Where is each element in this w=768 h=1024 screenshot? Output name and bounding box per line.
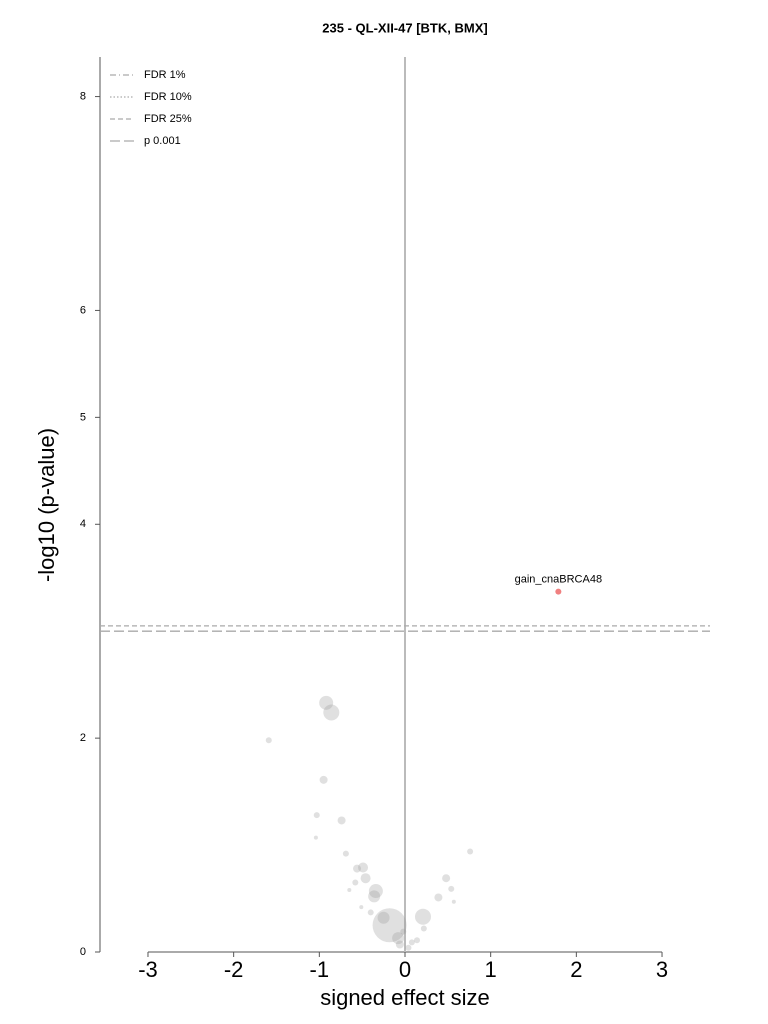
x-tick-label: -1	[310, 957, 330, 982]
data-point	[405, 944, 412, 951]
data-point	[367, 909, 374, 916]
data-point	[392, 932, 405, 945]
data-point	[313, 812, 320, 819]
x-tick-label: 2	[570, 957, 582, 982]
x-tick-label: 3	[656, 957, 668, 982]
data-point	[372, 908, 407, 943]
y-tick-label: 6	[80, 304, 86, 316]
data-point	[420, 925, 427, 932]
y-axis-label: -log10 (p-value)	[34, 428, 59, 582]
data-point	[337, 816, 346, 825]
data-point	[313, 835, 318, 840]
y-tick-label: 2	[80, 732, 86, 744]
data-point	[413, 937, 420, 944]
legend-label: FDR 25%	[144, 113, 192, 125]
data-point	[359, 905, 364, 910]
data-point	[442, 874, 451, 883]
legend-label: FDR 1%	[144, 69, 186, 81]
data-point	[342, 850, 349, 857]
data-point	[377, 911, 390, 924]
data-point	[368, 890, 381, 903]
x-tick-label: -2	[224, 957, 244, 982]
data-point	[448, 885, 455, 892]
y-tick-label: 4	[80, 518, 86, 530]
data-point	[352, 879, 359, 886]
x-tick-label: 1	[485, 957, 497, 982]
point-label: gain_cnaBRCA48	[515, 574, 602, 586]
data-point	[400, 928, 407, 935]
data-point	[319, 775, 328, 784]
data-point	[467, 848, 474, 855]
y-tick-label: 5	[80, 411, 86, 423]
data-point	[451, 899, 456, 904]
y-tick-label: 8	[80, 90, 86, 102]
data-point	[353, 864, 362, 873]
chart-title: 235 - QL-XII-47 [BTK, BMX]	[322, 20, 487, 35]
data-point	[360, 873, 371, 884]
legend-label: p 0.001	[144, 135, 181, 147]
data-point	[265, 737, 272, 744]
data-point	[434, 893, 443, 902]
data-point	[358, 862, 369, 873]
legend-label: FDR 10%	[144, 91, 192, 103]
data-point	[323, 704, 340, 721]
data-point	[408, 939, 415, 946]
x-axis-label: signed effect size	[320, 985, 490, 1010]
data-point	[395, 940, 404, 949]
x-tick-label: -3	[138, 957, 158, 982]
y-tick-label: 0	[80, 946, 86, 958]
x-tick-label: 0	[399, 957, 411, 982]
data-point	[414, 908, 431, 925]
data-point	[368, 884, 383, 899]
data-point	[347, 887, 352, 892]
data-point	[319, 695, 334, 710]
highlight-point	[555, 588, 562, 595]
